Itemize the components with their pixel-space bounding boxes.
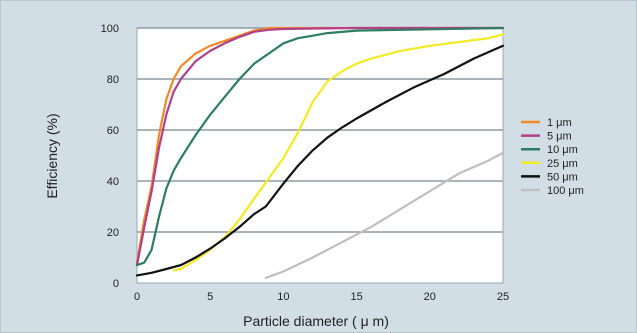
x-tick-labels: 0 5 10 15 20 25 xyxy=(134,291,509,303)
x-axis-title: Particle diameter ( μ m) xyxy=(243,313,389,329)
series-lines xyxy=(135,26,505,279)
x-tick-15: 15 xyxy=(350,291,362,303)
y-tick-80: 80 xyxy=(107,74,119,86)
y-tick-100: 100 xyxy=(101,23,119,35)
y-tick-60: 60 xyxy=(107,125,119,137)
plot-area xyxy=(136,27,504,284)
x-tick-5: 5 xyxy=(207,291,213,303)
series-line-2 xyxy=(135,26,505,267)
series-line-5 xyxy=(264,151,505,279)
y-tick-0: 0 xyxy=(113,278,119,290)
series-line-1 xyxy=(135,26,505,267)
legend-label-5: 100 μm xyxy=(547,185,584,197)
y-tick-labels: 0 20 40 60 80 100 xyxy=(101,23,119,290)
x-tick-20: 20 xyxy=(424,291,436,303)
legend-label-1: 5 μm xyxy=(547,131,572,143)
legend-label-4: 50 μm xyxy=(547,171,578,183)
y-axis-title: Efficiency (%) xyxy=(44,113,60,198)
x-tick-10: 10 xyxy=(277,291,289,303)
series-line-4 xyxy=(135,44,505,277)
y-tick-20: 20 xyxy=(107,227,119,239)
x-tick-0: 0 xyxy=(134,291,140,303)
y-tick-40: 40 xyxy=(107,176,119,188)
legend-label-0: 1 μm xyxy=(547,117,572,129)
legend-label-3: 25 μm xyxy=(547,158,578,170)
legend-label-2: 10 μm xyxy=(547,144,578,156)
x-tick-25: 25 xyxy=(497,291,509,303)
